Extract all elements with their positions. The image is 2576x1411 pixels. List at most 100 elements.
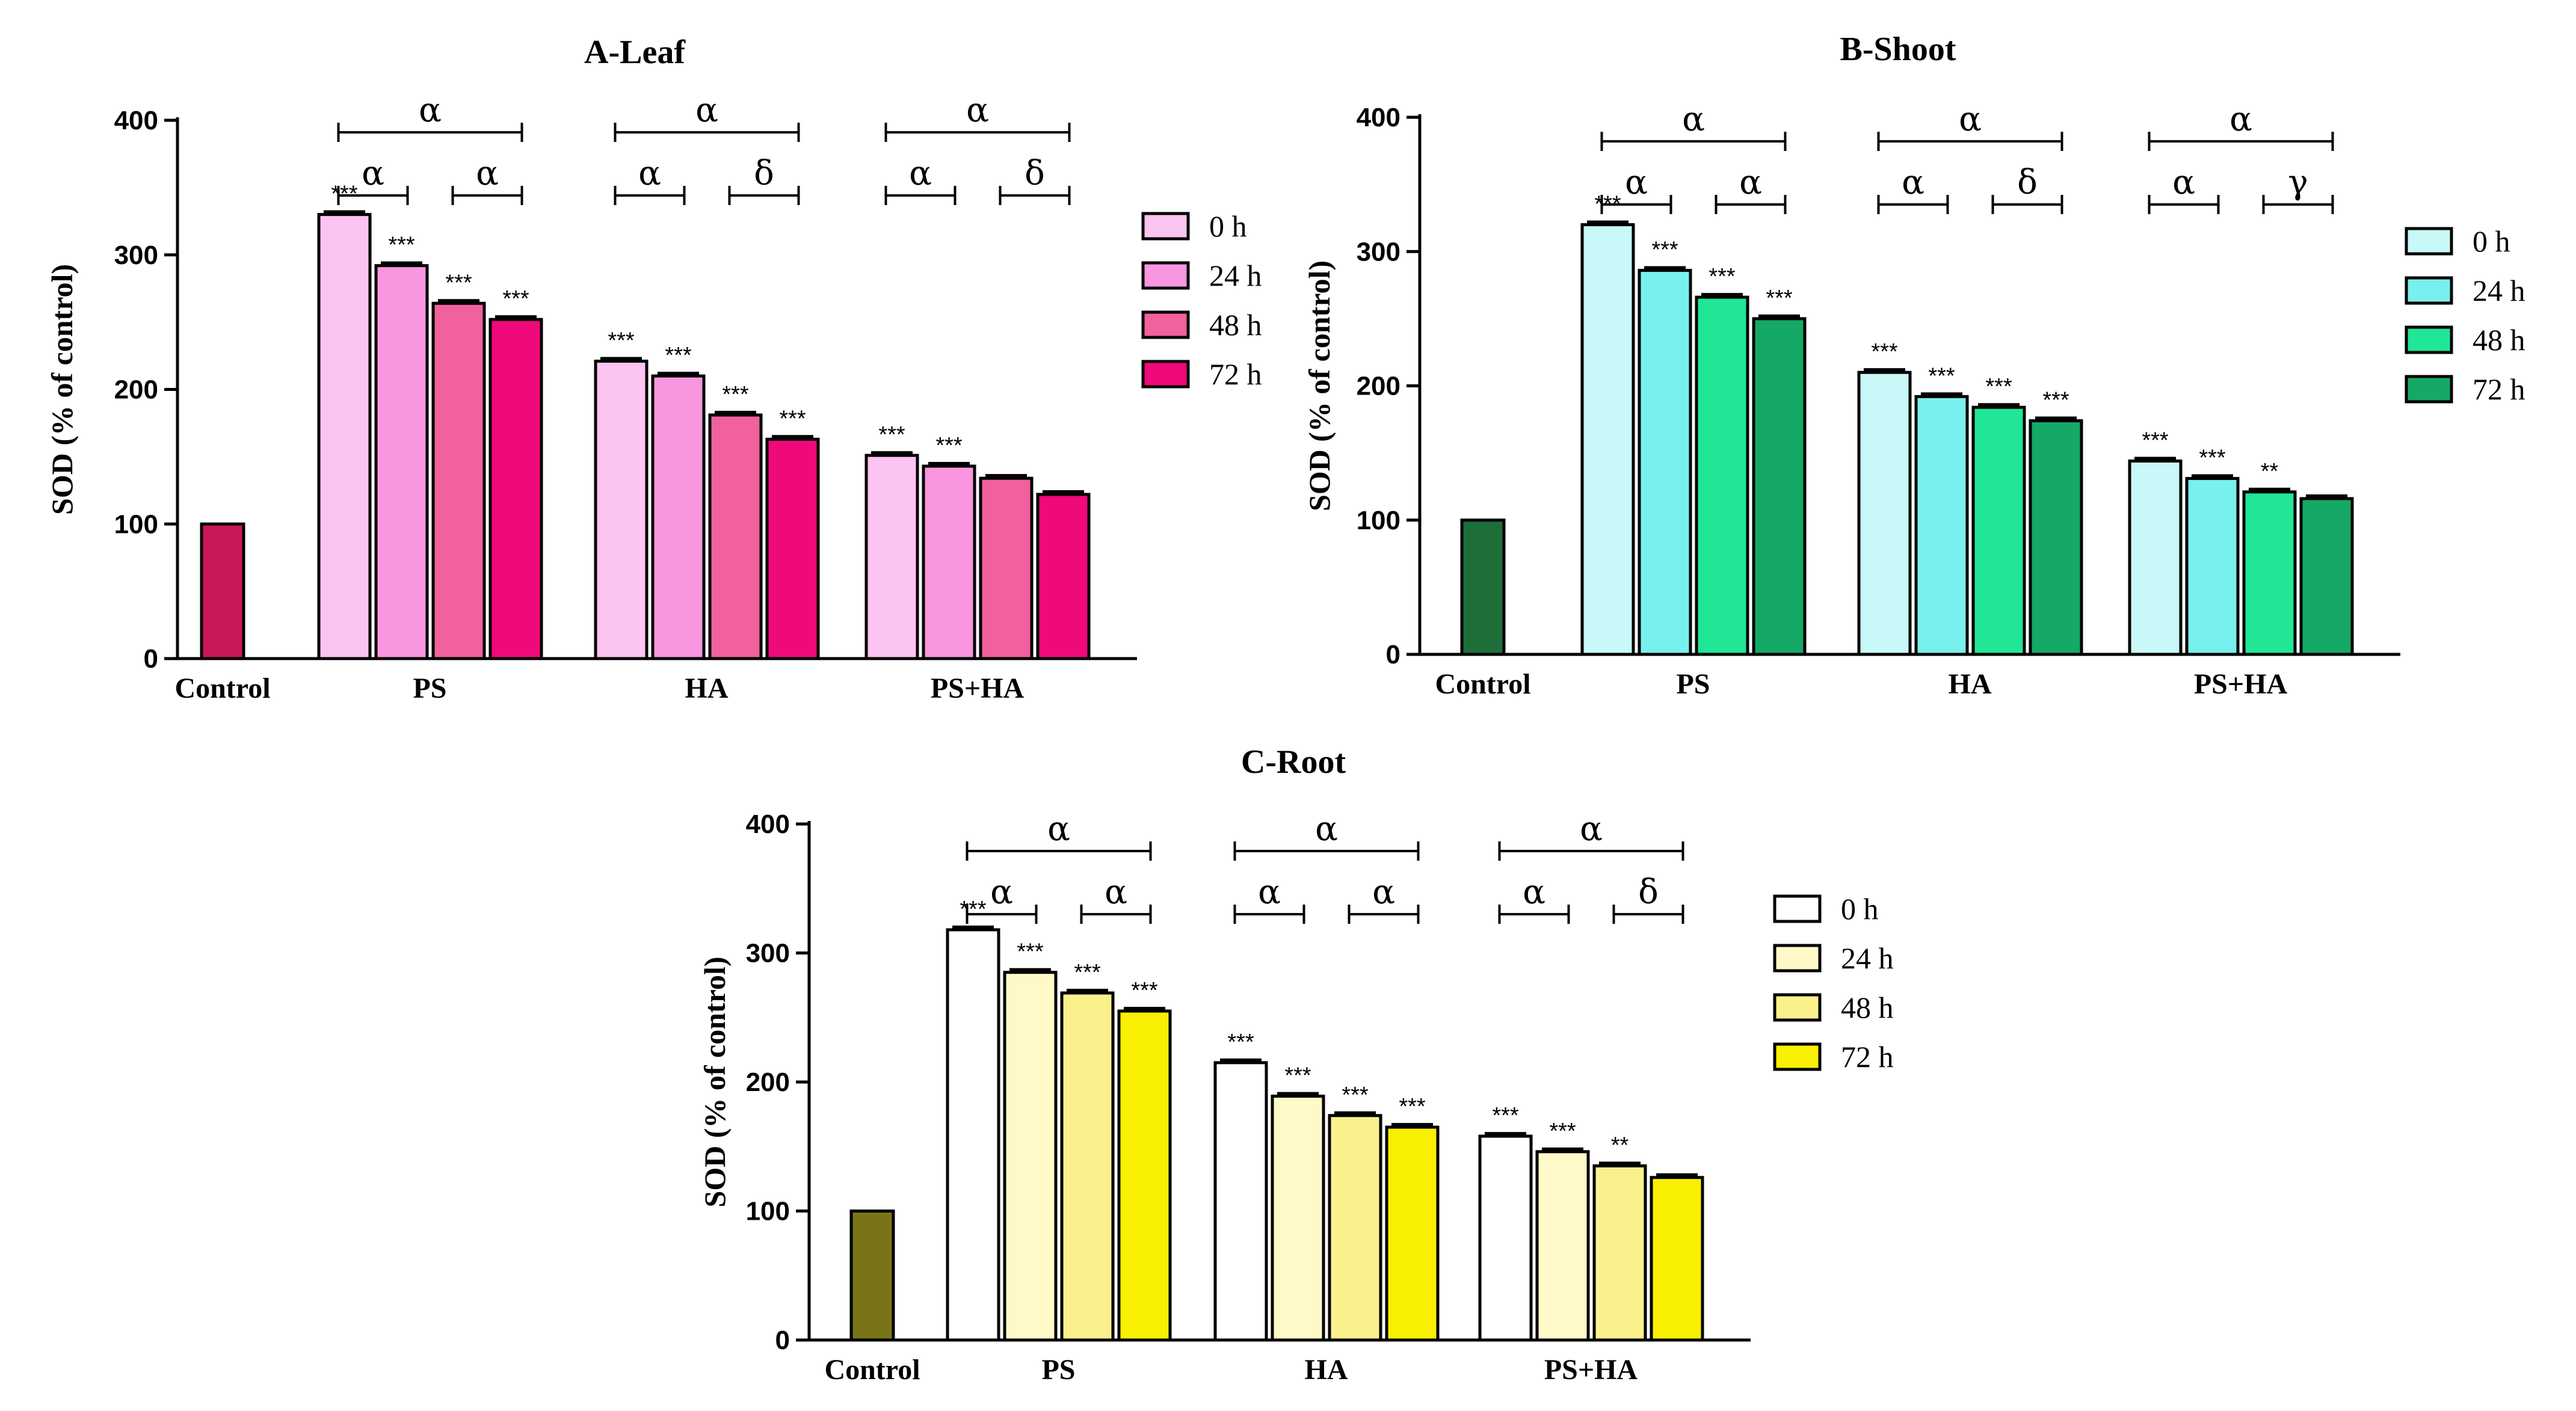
category-label: PS+HA	[2194, 668, 2288, 700]
legend-label: 0 h	[1209, 209, 1247, 243]
legend-swatch	[2405, 325, 2453, 354]
y-axis-label: SOD (% of control)	[45, 264, 79, 515]
significance-stars: ***	[1399, 1094, 1426, 1119]
legend-label: 72 h	[2473, 372, 2525, 406]
bar-PS-2	[431, 301, 486, 660]
legend-swatch	[2405, 227, 2453, 256]
bar-PS+HA-2	[2242, 490, 2297, 656]
y-axis-label: SOD (% of control)	[1302, 260, 1336, 511]
category-label: PS	[1676, 668, 1710, 700]
significance-stars: ***	[1284, 1063, 1311, 1089]
significance-stars: ***	[1131, 978, 1158, 1003]
significance-stars: ***	[1492, 1103, 1519, 1128]
bar-control	[1460, 518, 1506, 656]
category-label: Control	[1435, 668, 1530, 700]
significance-stars: **	[2261, 459, 2279, 484]
significance-stars: ***	[608, 328, 635, 354]
legend-swatch	[1141, 360, 1190, 389]
y-tick-label: 300	[746, 939, 790, 968]
bracket-symbol: α	[2229, 100, 2252, 139]
y-tick-label: 200	[1357, 372, 1400, 401]
bar-PS-1	[374, 264, 429, 660]
bar-PS-0	[317, 213, 372, 660]
bar-HA-3	[765, 437, 820, 660]
y-tick-label: 0	[1386, 640, 1400, 669]
bracket-symbol: α	[1580, 810, 1603, 849]
category-label: PS+HA	[931, 672, 1025, 704]
significance-stars: ***	[388, 233, 415, 258]
bar-HA-3	[2029, 419, 2083, 656]
significance-stars: ***	[331, 182, 358, 207]
legend-label: 24 h	[1841, 941, 1894, 975]
y-tick-label: 0	[144, 644, 158, 674]
legend-swatch	[1773, 894, 1822, 923]
bracket-symbol: α	[966, 91, 989, 130]
bar-PS+HA-2	[1592, 1164, 1647, 1342]
bracket-symbol: δ	[754, 154, 774, 193]
bracket-symbol: α	[2172, 163, 2195, 202]
bracket-symbol: α	[1959, 100, 1982, 139]
y-tick-label: 100	[114, 509, 158, 539]
significance-stars: ***	[1766, 286, 1793, 311]
category-label: HA	[1949, 668, 1992, 700]
legend-label: 0 h	[2473, 224, 2510, 258]
significance-stars: ***	[1074, 960, 1101, 985]
y-tick-label: 100	[746, 1197, 790, 1226]
chart-panel-1: A-Leaf SOD (% of control) 0 100 200 300 400 Con…	[45, 34, 1262, 704]
bracket-symbol: α	[362, 154, 384, 193]
bracket-symbol: α	[1902, 163, 1924, 202]
significance-stars: ***	[1227, 1030, 1254, 1055]
legend-swatch	[2405, 375, 2453, 404]
significance-stars: ***	[665, 343, 692, 368]
bar-PS+HA-0	[1478, 1134, 1533, 1342]
bracket-symbol: δ	[1638, 873, 1659, 912]
bar-PS+HA-0	[864, 453, 919, 660]
bar-PS-3	[488, 318, 543, 660]
bar-PS+HA-3	[1650, 1176, 1704, 1342]
legend-swatch	[1141, 310, 1190, 339]
significance-stars: ***	[878, 422, 905, 447]
chart-title: A-Leaf	[584, 34, 686, 71]
significance-stars: ***	[935, 433, 963, 458]
significance-stars: ***	[1985, 374, 2012, 399]
legend-swatch	[2405, 276, 2453, 305]
bracket-symbol: α	[695, 91, 718, 130]
bar-HA-2	[1328, 1114, 1382, 1342]
bar-PS-0	[946, 928, 1000, 1342]
significance-stars: ***	[2199, 446, 2226, 471]
category-label: PS	[413, 672, 446, 704]
category-label: PS+HA	[1544, 1354, 1638, 1386]
bar-PS-3	[1752, 317, 1807, 656]
y-tick-label: 300	[1357, 237, 1400, 266]
bar-PS+HA-1	[2185, 477, 2240, 656]
significance-stars: ***	[502, 286, 529, 312]
category-label: HA	[685, 672, 729, 704]
bracket-symbol: α	[1739, 163, 1762, 202]
bar-PS+HA-1	[922, 464, 976, 660]
significance-stars: ***	[1017, 939, 1044, 965]
legend-label: 24 h	[2473, 274, 2525, 307]
significance-stars: ***	[1651, 238, 1678, 263]
bracket-symbol: α	[1682, 100, 1705, 139]
significance-stars: ***	[1342, 1083, 1369, 1108]
significance-stars: ***	[1709, 264, 1736, 289]
bar-PS-3	[1117, 1009, 1172, 1342]
bar-PS+HA-2	[979, 476, 1034, 660]
bracket-symbol: δ	[2017, 163, 2038, 202]
significance-stars: **	[1611, 1133, 1629, 1158]
legend-label: 0 h	[1841, 892, 1879, 926]
legend-swatch	[1141, 261, 1190, 290]
significance-stars: ***	[1549, 1119, 1576, 1144]
bar-control	[849, 1210, 895, 1342]
chart-title: B-Shoot	[1840, 31, 1956, 68]
y-tick-label: 0	[775, 1326, 790, 1355]
bracket-symbol: α	[1315, 810, 1338, 849]
bar-HA-1	[1271, 1095, 1325, 1342]
bar-PS+HA-1	[1535, 1150, 1590, 1342]
y-tick-label: 200	[746, 1068, 790, 1097]
bracket-symbol: δ	[1025, 154, 1045, 193]
legend-label: 48 h	[2473, 323, 2525, 357]
bar-HA-1	[651, 374, 706, 660]
significance-stars: ***	[779, 406, 806, 431]
